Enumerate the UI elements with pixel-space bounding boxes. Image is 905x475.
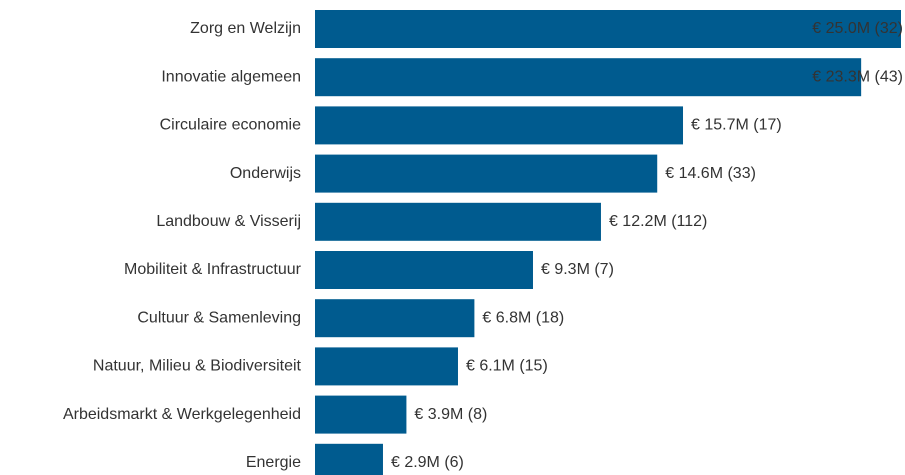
category-label: Circulaire economie xyxy=(160,117,301,134)
category-label: Natuur, Milieu & Biodiversiteit xyxy=(93,358,302,375)
bar xyxy=(315,299,475,338)
value-label: € 6.1M (15) xyxy=(466,358,548,375)
value-label: € 2.9M (6) xyxy=(391,454,464,471)
category-label: Landbouw & Visserij xyxy=(156,213,301,230)
value-label: € 15.7M (17) xyxy=(691,117,782,134)
bar xyxy=(315,10,901,48)
bar xyxy=(315,395,407,434)
bar xyxy=(315,106,684,145)
category-label: Innovatie algemeen xyxy=(161,68,301,85)
category-label: Arbeidsmarkt & Werkgelegenheid xyxy=(63,406,301,423)
bar xyxy=(315,154,658,193)
bar xyxy=(315,58,862,97)
bar xyxy=(315,251,533,289)
bar xyxy=(315,443,383,475)
category-label: Onderwijs xyxy=(230,165,301,182)
category-label: Cultuur & Samenleving xyxy=(137,309,301,326)
bar xyxy=(315,202,601,241)
value-label: € 9.3M (7) xyxy=(541,261,614,278)
value-label: € 3.9M (8) xyxy=(414,406,487,423)
category-label: Energie xyxy=(246,454,301,471)
bar xyxy=(315,347,458,386)
value-label: € 14.6M (33) xyxy=(665,165,756,182)
category-label: Mobiliteit & Infrastructuur xyxy=(124,261,302,278)
value-label: € 12.2M (112) xyxy=(609,213,707,230)
value-label: € 23.3M (43) xyxy=(812,68,903,85)
value-label: € 25.0M (32) xyxy=(812,20,903,37)
value-label: € 6.8M (18) xyxy=(482,309,564,326)
category-label: Zorg en Welzijn xyxy=(190,20,301,37)
